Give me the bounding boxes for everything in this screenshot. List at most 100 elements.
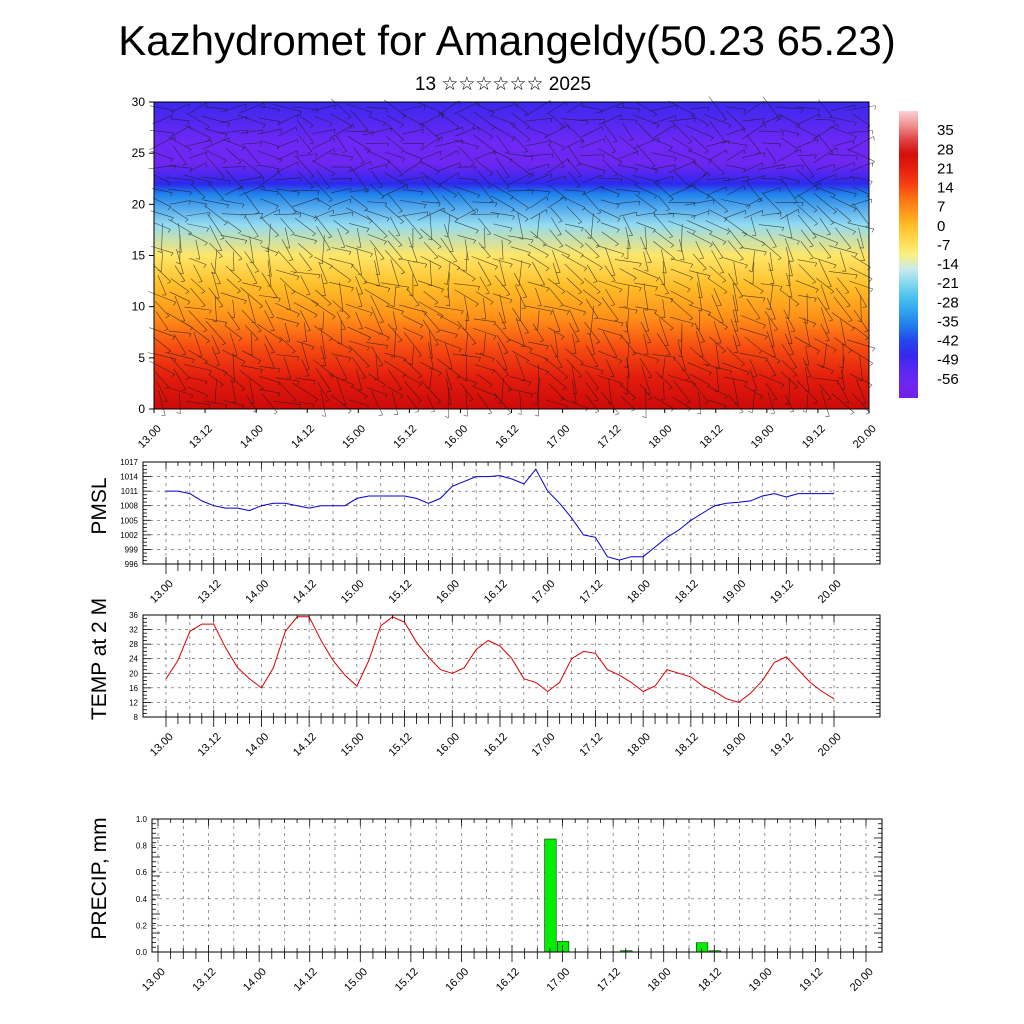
precip-xtick-label: 14.00 xyxy=(241,966,269,994)
chart-subtitle: 13 ☆☆☆☆☆☆ 2025 xyxy=(414,74,592,95)
precip-xtick-label: 19.00 xyxy=(747,966,775,994)
chart-title: Kazhydromet for Amangeldy(50.23 65.23) xyxy=(118,17,896,64)
cross-section-ytick-label: 25 xyxy=(132,146,146,160)
colorbar-label: -49 xyxy=(937,352,959,369)
precip-xtick-label: 18.12 xyxy=(696,966,724,994)
temp-ytick-label: 32 xyxy=(129,626,138,635)
colorbar-label: 21 xyxy=(937,160,954,177)
cross-section-field xyxy=(154,102,869,409)
pmsl-xtick-label: 19.12 xyxy=(768,578,796,606)
precip-ytick-label: 0.2 xyxy=(136,921,148,930)
temp-xtick-label: 15.00 xyxy=(339,731,367,759)
temp-xtick-label: 18.12 xyxy=(673,731,701,759)
colorbar-label: 14 xyxy=(937,180,954,197)
cross-section-xtick-label: 15.00 xyxy=(340,423,368,451)
temp-xtick-label: 14.12 xyxy=(291,731,319,759)
cross-section-xtick-label: 17.00 xyxy=(544,423,572,451)
pmsl-xtick-label: 16.12 xyxy=(482,578,510,606)
pmsl-side-ticks xyxy=(143,461,880,565)
cross-section-xtick-label: 19.12 xyxy=(800,423,828,451)
colorbar-label: -56 xyxy=(937,371,959,388)
precip-xtick-label: 16.00 xyxy=(443,966,471,994)
precip-bar xyxy=(544,838,557,953)
pmsl-xtick-label: 15.00 xyxy=(339,578,367,606)
temp-ytick-label: 28 xyxy=(129,640,138,649)
temp-ytick-label: 24 xyxy=(129,655,138,664)
temp-side-ticks xyxy=(143,614,880,718)
cross-section-ytick-label: 15 xyxy=(132,249,146,263)
pmsl-xtick-label: 14.12 xyxy=(291,578,319,606)
colorbar-label: -21 xyxy=(937,275,959,292)
temp-ytick-label: 12 xyxy=(129,698,138,707)
cross-section-ytick-label: 30 xyxy=(132,95,146,109)
temp-xtick-label: 13.00 xyxy=(148,731,176,759)
pmsl-xtick-label: 17.12 xyxy=(577,578,605,606)
cross-section-xtick-label: 14.12 xyxy=(289,423,317,451)
cross-section-xtick-label: 18.12 xyxy=(698,423,726,451)
temp-xtick-label: 18.00 xyxy=(625,731,653,759)
pmsl-ytick-label: 999 xyxy=(125,545,139,554)
cross-section-xtick-label: 13.12 xyxy=(187,423,215,451)
cross-section-xtick-label: 18.00 xyxy=(647,423,675,451)
temp-xtick-label: 13.12 xyxy=(196,731,224,759)
precip-ytick-label: 0.4 xyxy=(136,895,148,904)
temp-xtick-label: 14.00 xyxy=(243,731,271,759)
pmsl-frame xyxy=(142,461,881,565)
temp-xtick-label: 16.00 xyxy=(434,731,462,759)
colorbar-label: 7 xyxy=(937,199,945,216)
cross-section-ytick-label: 10 xyxy=(132,300,146,314)
temp-ytick-label: 36 xyxy=(129,611,138,620)
temp-xtick-label: 20.00 xyxy=(816,731,844,759)
cross-section-ytick-label: 0 xyxy=(138,402,145,416)
pmsl-ytick-label: 996 xyxy=(125,560,139,569)
precip-xtick-label: 20.00 xyxy=(848,966,876,994)
temp-minor-ticks xyxy=(165,615,835,727)
colorbar-label: -28 xyxy=(937,294,959,311)
precip-ytick-label: 0.0 xyxy=(136,948,148,957)
precip-xtick-label: 15.12 xyxy=(393,966,421,994)
precip-xtick-label: 18.00 xyxy=(646,966,674,994)
pmsl-xtick-label: 19.00 xyxy=(720,578,748,606)
precip-xtick-label: 13.00 xyxy=(140,966,168,994)
colorbar-label: 0 xyxy=(937,218,945,235)
pmsl-xtick-label: 14.00 xyxy=(243,578,271,606)
precip-xtick-label: 17.00 xyxy=(544,966,572,994)
pmsl-ytick-label: 1014 xyxy=(120,473,138,482)
cross-section-xtick-label: 16.00 xyxy=(442,423,470,451)
temp-xtick-label: 17.12 xyxy=(577,731,605,759)
colorbar-label: 35 xyxy=(937,122,954,139)
colorbar-label: -42 xyxy=(937,333,959,350)
temp-xtick-label: 16.12 xyxy=(482,731,510,759)
temp-xtick-label: 19.00 xyxy=(720,731,748,759)
precip-xtick-label: 14.12 xyxy=(292,966,320,994)
precip-xtick-label: 19.12 xyxy=(797,966,825,994)
temp-ytick-label: 16 xyxy=(129,684,138,693)
precip-bar xyxy=(696,942,709,953)
pmsl-xtick-label: 17.00 xyxy=(530,578,558,606)
precip-xtick-label: 15.00 xyxy=(342,966,370,994)
colorbar xyxy=(899,111,918,398)
colorbar-label: -14 xyxy=(937,256,959,273)
cross-section-ytick-label: 5 xyxy=(138,351,145,365)
precip-ytick-label: 0.6 xyxy=(136,868,148,877)
colorbar-label: -35 xyxy=(937,313,959,330)
precip-ylabel: PRECIP, mm xyxy=(88,817,111,939)
temp-ylabel: TEMP at 2 M xyxy=(88,598,111,720)
cross-section-xtick-label: 16.12 xyxy=(493,423,521,451)
pmsl-ytick-label: 1002 xyxy=(120,531,138,540)
pmsl-xtick-label: 13.00 xyxy=(148,578,176,606)
pmsl-ytick-label: 1017 xyxy=(120,458,138,467)
precip-side-ticks xyxy=(152,818,882,953)
temp-ytick-label: 20 xyxy=(129,669,138,678)
temp-series-line xyxy=(165,616,835,703)
pmsl-xtick-label: 18.00 xyxy=(625,578,653,606)
pmsl-ytick-label: 1008 xyxy=(120,502,138,511)
pmsl-ylabel: PMSL xyxy=(88,477,111,534)
precip-grid xyxy=(152,818,882,953)
pmsl-xtick-label: 20.00 xyxy=(816,578,844,606)
wind-barbs xyxy=(147,96,876,419)
colorbar-label: 28 xyxy=(937,141,954,158)
temp-xtick-label: 19.12 xyxy=(768,731,796,759)
pmsl-xtick-label: 18.12 xyxy=(673,578,701,606)
colorbar-label: -7 xyxy=(937,237,950,254)
